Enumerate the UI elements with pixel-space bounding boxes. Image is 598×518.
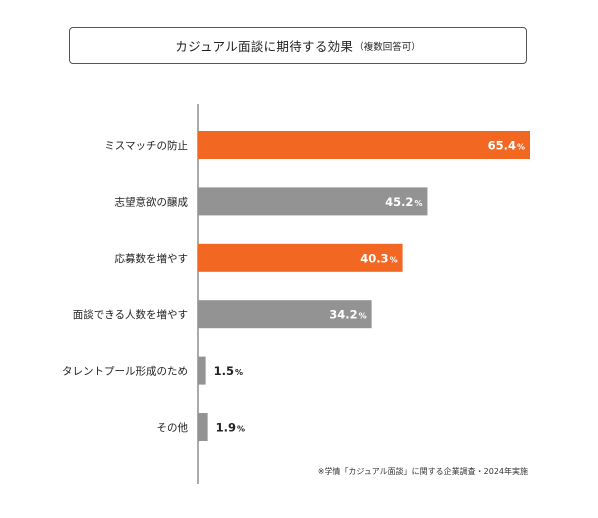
bar	[198, 131, 530, 159]
value-number: 65.4	[488, 139, 516, 153]
value-label: 34.2%	[329, 308, 366, 322]
category-label: その他	[157, 421, 189, 434]
value-unit: %	[414, 199, 422, 208]
bar	[198, 300, 372, 329]
chart-subtitle: （複数回答可）	[354, 41, 421, 53]
category-label: 応募数を増やす	[115, 252, 189, 265]
value-unit: %	[235, 368, 243, 377]
category-label: タレントプール形成のため	[62, 366, 188, 378]
value-label: 45.2%	[385, 195, 422, 209]
value-number: 40.3	[360, 251, 388, 265]
value-number: 1.9	[216, 421, 236, 435]
bar	[198, 243, 403, 272]
bar	[198, 187, 428, 216]
value-unit: %	[237, 425, 245, 434]
bar	[198, 413, 208, 441]
footnote: ※学情「カジュアル面談」に関する企業調査・2024年実施	[317, 467, 528, 476]
category-label: ミスマッチの防止	[104, 139, 188, 152]
value-label: 65.4%	[488, 139, 525, 153]
value-number: 34.2	[329, 308, 357, 322]
chart-title-box: カジュアル面談に期待する効果 （複数回答可）	[69, 27, 527, 64]
category-label: 志望意欲の醸成	[115, 195, 189, 208]
value-unit: %	[390, 255, 398, 264]
value-label: 40.3%	[360, 251, 397, 265]
value-number: 1.5	[214, 364, 234, 378]
value-number: 45.2	[385, 195, 413, 209]
value-label: 1.5%	[214, 364, 243, 378]
bar	[198, 356, 206, 385]
chart-title: カジュアル面談に期待する効果	[175, 39, 354, 54]
category-label: 面談できる人数を増やす	[73, 308, 188, 321]
value-label: 1.9%	[216, 421, 245, 435]
value-unit: %	[359, 312, 367, 321]
value-unit: %	[517, 143, 525, 152]
